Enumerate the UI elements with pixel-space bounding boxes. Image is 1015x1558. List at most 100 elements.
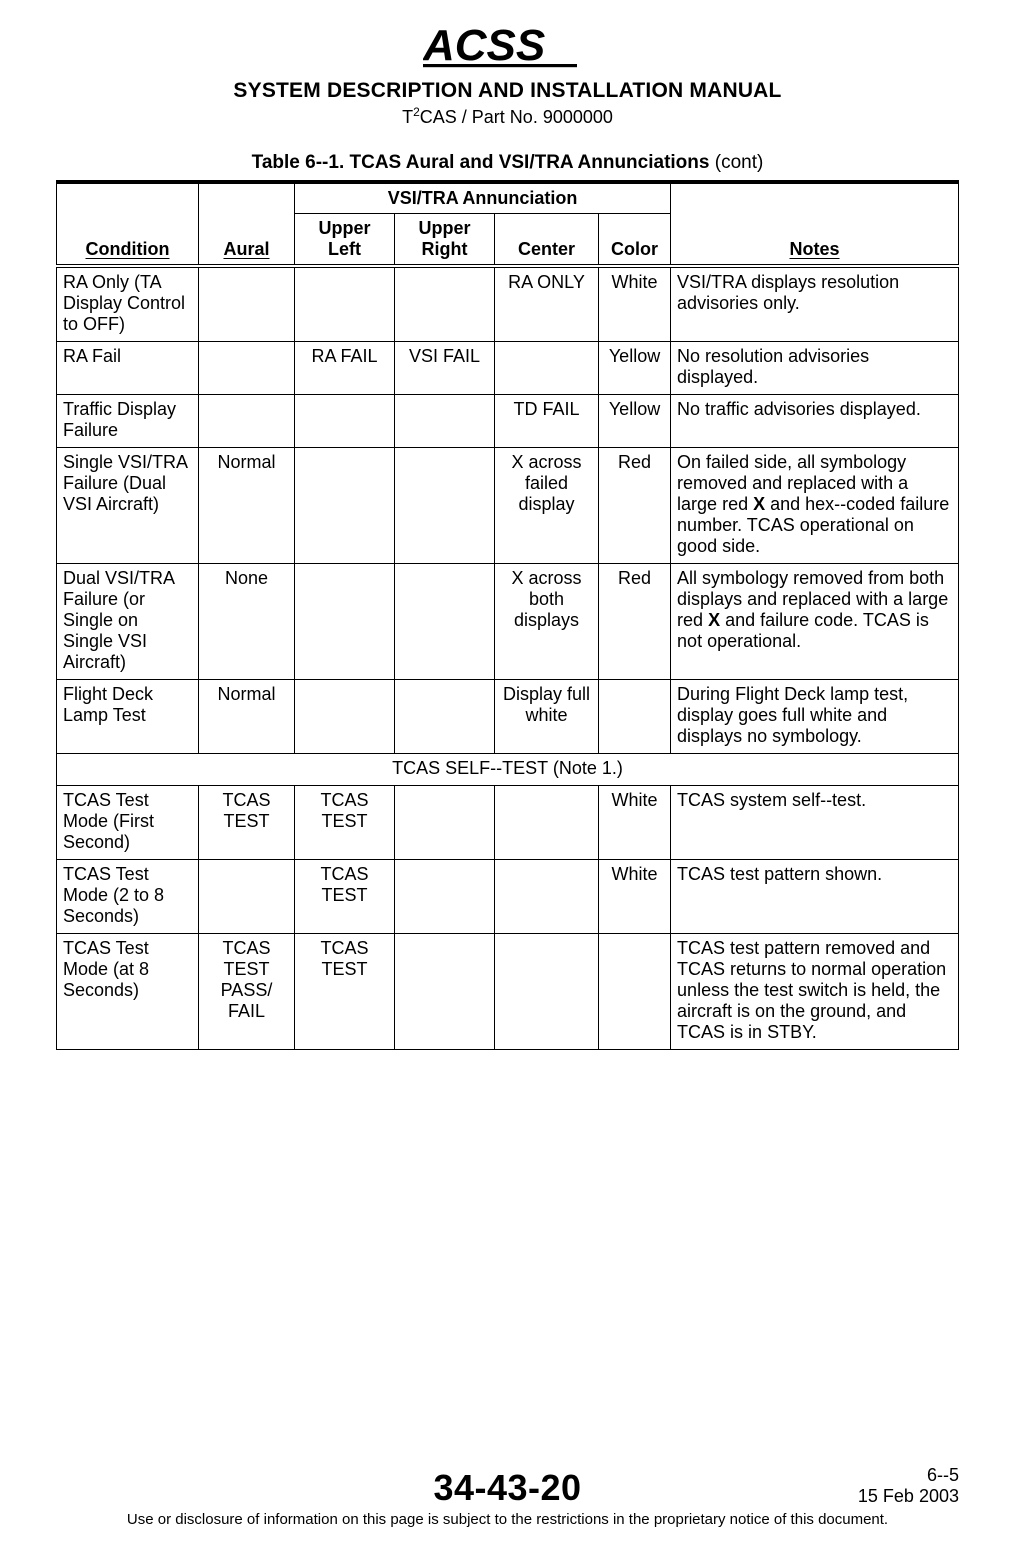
cell-cond: TCAS Test Mode (First Second) — [57, 786, 199, 860]
cell-ur — [395, 934, 495, 1050]
table-row: RA Fail RA FAILVSI FAIL YellowNo resolutio… — [57, 342, 959, 395]
cell-aural — [199, 266, 295, 342]
cell-cond: RA Only (TA Display Control to OFF) — [57, 266, 199, 342]
cell-cond: RA Fail — [57, 342, 199, 395]
hdr-condition: Condition — [57, 182, 199, 266]
cell-ur — [395, 786, 495, 860]
cell-col — [599, 680, 671, 754]
table-row: TCAS Test Mode (2 to 8 Seconds) TCAS TEST… — [57, 860, 959, 934]
cell-ul — [295, 564, 395, 680]
cell-cen: RA ONLY — [495, 266, 599, 342]
table-row: Flight Deck Lamp TestNormal Display full … — [57, 680, 959, 754]
page-meta: 6--5 15 Feb 2003 — [858, 1465, 959, 1508]
cell-notes: TCAS test pattern removed and TCAS retur… — [671, 934, 959, 1050]
cell-col: White — [599, 266, 671, 342]
cell-cond: Single VSI/TRA Failure (Dual VSI Aircraf… — [57, 448, 199, 564]
doc-number: 34-43-20 — [56, 1467, 959, 1509]
svg-text:ACSS: ACSS — [423, 22, 545, 68]
hdr-group: VSI/TRA Annunciation — [295, 182, 671, 214]
cell-aural: TCAS TEST — [199, 786, 295, 860]
proprietary-notice: Use or disclosure of information on this… — [56, 1511, 959, 1528]
cell-aural — [199, 860, 295, 934]
table-row: TCAS Test Mode (at 8 Seconds)TCAS TEST P… — [57, 934, 959, 1050]
table-row: RA Only (TA Display Control to OFF) RA ON… — [57, 266, 959, 342]
page-number: 6--5 — [858, 1465, 959, 1487]
cell-cen — [495, 934, 599, 1050]
cell-ul: TCAS TEST — [295, 786, 395, 860]
hdr-upper-right: Upper Right — [395, 214, 495, 267]
part-line: T2CAS / Part No. 9000000 — [56, 105, 959, 128]
part-prefix: T — [402, 107, 413, 127]
cell-ur — [395, 395, 495, 448]
cell-notes: No traffic advisories displayed. — [671, 395, 959, 448]
part-rest: CAS / Part No. 9000000 — [420, 107, 613, 127]
cell-cond: TCAS Test Mode (at 8 Seconds) — [57, 934, 199, 1050]
hdr-upper-left: Upper Left — [295, 214, 395, 267]
cell-ul: RA FAIL — [295, 342, 395, 395]
footer: 6--5 15 Feb 2003 34-43-20 Use or disclos… — [56, 1467, 959, 1528]
table-row: Single VSI/TRA Failure (Dual VSI Aircraf… — [57, 448, 959, 564]
cell-ul — [295, 266, 395, 342]
cell-col: Red — [599, 448, 671, 564]
cell-cen — [495, 860, 599, 934]
table-row: TCAS Test Mode (First Second)TCAS TESTTC… — [57, 786, 959, 860]
cell-notes: On failed side, all symbology removed an… — [671, 448, 959, 564]
cell-ur: VSI FAIL — [395, 342, 495, 395]
hdr-center: Center — [495, 214, 599, 267]
hdr-color: Color — [599, 214, 671, 267]
part-sup: 2 — [413, 105, 420, 119]
cell-cen: Display full white — [495, 680, 599, 754]
cell-col: White — [599, 860, 671, 934]
table-row: Traffic Display FailureTD FAILYellowNo t… — [57, 395, 959, 448]
cell-aural: TCAS TEST PASS/ FAIL — [199, 934, 295, 1050]
table-caption: Table 6--1. TCAS Aural and VSI/TRA Annun… — [56, 152, 959, 174]
cell-aural: Normal — [199, 680, 295, 754]
cell-ul: TCAS TEST — [295, 860, 395, 934]
section-row: TCAS SELF--TEST (Note 1.) — [57, 754, 959, 786]
title-block: SYSTEM DESCRIPTION AND INSTALLATION MANU… — [56, 79, 959, 128]
cell-cond: TCAS Test Mode (2 to 8 Seconds) — [57, 860, 199, 934]
cell-ul — [295, 395, 395, 448]
cell-aural: None — [199, 564, 295, 680]
cell-cen — [495, 342, 599, 395]
cell-notes: VSI/TRA displays resolution advisories o… — [671, 266, 959, 342]
cell-cond: Flight Deck Lamp Test — [57, 680, 199, 754]
cell-notes: TCAS system self--test. — [671, 786, 959, 860]
cell-cen: X across failed display — [495, 448, 599, 564]
cell-aural: Normal — [199, 448, 295, 564]
cell-notes: TCAS test pattern shown. — [671, 860, 959, 934]
cell-ur — [395, 448, 495, 564]
cell-ur — [395, 860, 495, 934]
cell-cen: X across both displays — [495, 564, 599, 680]
cell-ul — [295, 448, 395, 564]
cell-cond: Dual VSI/TRA Failure (or Single on Singl… — [57, 564, 199, 680]
cell-cen: TD FAIL — [495, 395, 599, 448]
cell-ur — [395, 266, 495, 342]
logo: ACSS — [56, 22, 959, 73]
cell-col: Yellow — [599, 395, 671, 448]
caption-title: TCAS Aural and VSI/TRA Annunciations — [350, 152, 710, 173]
cell-notes: All symbology removed from both displays… — [671, 564, 959, 680]
cell-notes: During Flight Deck lamp test, display go… — [671, 680, 959, 754]
hdr-aural: Aural — [199, 182, 295, 266]
page: ACSS SYSTEM DESCRIPTION AND INSTALLATION… — [0, 0, 1015, 1558]
hdr-notes: Notes — [671, 182, 959, 266]
cell-aural — [199, 342, 295, 395]
caption-cont: (cont) — [709, 152, 763, 173]
cell-ul — [295, 680, 395, 754]
cell-col: Red — [599, 564, 671, 680]
page-date: 15 Feb 2003 — [858, 1486, 959, 1508]
acss-logo-icon: ACSS — [423, 22, 593, 68]
manual-title: SYSTEM DESCRIPTION AND INSTALLATION MANU… — [56, 79, 959, 103]
cell-ur — [395, 680, 495, 754]
section-label: TCAS SELF--TEST (Note 1.) — [57, 754, 959, 786]
cell-col: Yellow — [599, 342, 671, 395]
cell-col — [599, 934, 671, 1050]
cell-notes: No resolution advisories displayed. — [671, 342, 959, 395]
cell-cen — [495, 786, 599, 860]
cell-col: White — [599, 786, 671, 860]
table-row: Dual VSI/TRA Failure (or Single on Singl… — [57, 564, 959, 680]
caption-prefix: Table 6--1. — [252, 152, 350, 173]
cell-aural — [199, 395, 295, 448]
tcas-table: Condition Aural VSI/TRA Annunciation Not… — [56, 180, 959, 1050]
